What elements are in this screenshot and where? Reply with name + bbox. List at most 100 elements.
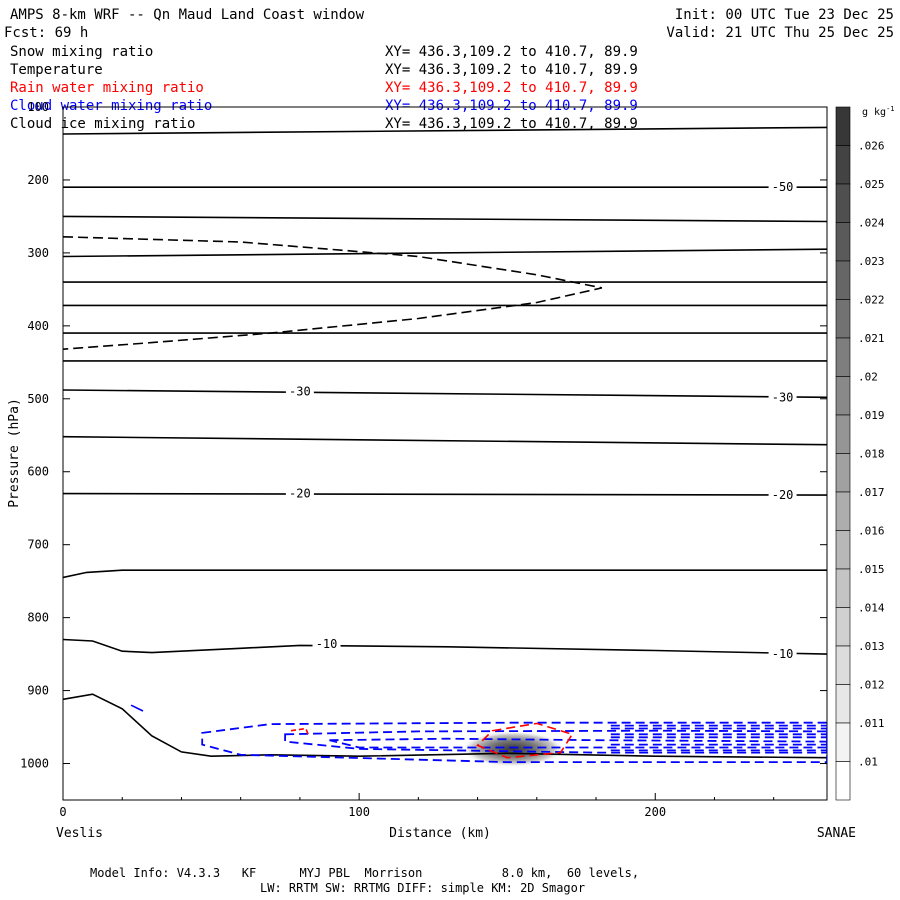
- colorbar: .026 .025 .024 .023 .022 .021 .02 .019 .018 .017.…: [835, 106, 885, 801]
- field-xy: XY= 436.3,109.2 to 410.7, 89.9: [385, 80, 638, 96]
- field-name: Snow mixing ratio: [10, 44, 153, 60]
- colorbar-level-label: .013: [858, 640, 885, 653]
- colorbar-segment: [835, 376, 851, 416]
- isotherm-label-bg: [768, 391, 797, 404]
- y-tick-label: 300: [27, 246, 49, 260]
- plot-frame: [62, 106, 828, 801]
- colorbar-level-label: .02: [858, 371, 878, 384]
- colorbar-level-label: .026: [858, 140, 885, 153]
- isotherm-line: [63, 435, 827, 446]
- colorbar-segment: [835, 722, 851, 762]
- isotherm-line: [63, 215, 827, 223]
- y-axis-label: Pressure (hPa): [7, 398, 22, 508]
- colorbar-level-label: .011: [858, 717, 885, 730]
- colorbar-segment: [835, 530, 851, 570]
- model-info-line1: Model Info: V4.3.3 KF MYJ PBL Morrison 8…: [90, 866, 639, 880]
- cloud-water-contour: [329, 737, 827, 749]
- isotherm-label: -10: [772, 647, 794, 661]
- y-tick-label: 800: [27, 611, 49, 625]
- field-name: Temperature: [10, 62, 103, 78]
- colorbar-level-label: .01: [858, 756, 878, 769]
- field-list: Snow mixing ratio XY= 436.3,109.2 to 410.…: [10, 44, 638, 132]
- colorbar-segment: [835, 453, 851, 493]
- field-xy: XY= 436.3,109.2 to 410.7, 89.9: [385, 44, 638, 60]
- isotherm-line: [63, 389, 827, 399]
- y-tick-label: 1000: [20, 757, 49, 771]
- field-xy: XY= 436.3,109.2 to 410.7, 89.9: [385, 62, 638, 78]
- colorbar-segment: [835, 222, 851, 262]
- colorbar-level-label: .015: [858, 563, 885, 576]
- colorbar-segment: [835, 414, 851, 454]
- colorbar-segment: [835, 337, 851, 377]
- isotherm-line: [63, 569, 827, 579]
- y-axis: 100 200 300 400 500 600 700 800 900 1000: [20, 100, 827, 771]
- isotherm-label-bg: [768, 181, 797, 194]
- mixing-ratio-contours: [63, 236, 827, 763]
- colorbar-segment: [835, 607, 851, 647]
- isotherm-label: -10: [316, 637, 338, 651]
- colorbar-level-label: .012: [858, 679, 885, 692]
- isotherm-line: [63, 693, 827, 759]
- isotherm-line: [63, 638, 827, 655]
- colorbar-segment: [835, 645, 851, 685]
- colorbar-segment: [835, 106, 851, 146]
- colorbar-segment: [835, 684, 851, 724]
- isotherm-label: -20: [772, 488, 794, 502]
- field-name: Rain water mixing ratio: [10, 80, 204, 96]
- isotherm-label-bg: [768, 489, 797, 502]
- y-tick-label: 100: [27, 100, 49, 114]
- y-tick-label: 400: [27, 319, 49, 333]
- field-name: Cloud water mixing ratio: [10, 98, 212, 114]
- isotherm-label-bg: [312, 637, 341, 650]
- isotherm-label-bg: [285, 385, 314, 398]
- colorbar-segment: [835, 761, 851, 801]
- field-xy: XY= 436.3,109.2 to 410.7, 89.9: [385, 98, 638, 114]
- colorbar-units: g kg-1: [862, 105, 895, 118]
- cloud-water-contour-small: [130, 704, 144, 712]
- isotherm-line: [63, 492, 827, 496]
- colorbar-segment: [835, 260, 851, 300]
- x-left-endpoint: Veslis: [56, 826, 103, 841]
- colorbar-segment: [835, 183, 851, 223]
- colorbar-level-label: .024: [858, 217, 885, 230]
- x-tick-label: 200: [644, 805, 666, 819]
- y-tick-label: 700: [27, 538, 49, 552]
- colorbar-segment: [835, 491, 851, 531]
- isotherm-label: -30: [772, 390, 794, 404]
- colorbar-level-label: .025: [858, 178, 885, 191]
- colorbar-segment: [835, 568, 851, 608]
- y-tick-label: 600: [27, 465, 49, 479]
- isotherm-line: [63, 248, 827, 258]
- rain-water-contour-small: [290, 727, 310, 737]
- colorbar-level-label: .022: [858, 294, 885, 307]
- isotherm-label: -50: [772, 180, 794, 194]
- isotherm-label-bg: [285, 487, 314, 500]
- x-tick-label: 100: [348, 805, 370, 819]
- rain-water-contour: [476, 722, 574, 759]
- colorbar-segment: [835, 145, 851, 185]
- colorbar-level-label: .018: [858, 448, 885, 461]
- colorbar-level-label: .017: [858, 486, 885, 499]
- chart-title: AMPS 8-km WRF -- Qn Maud Land Coast wind…: [10, 7, 365, 23]
- x-axis: 0 100 200: [59, 793, 775, 819]
- colorbar-level-label: .016: [858, 525, 885, 538]
- init-time: Init: 00 UTC Tue 23 Dec 25: [675, 7, 894, 23]
- colorbar-segment: [835, 299, 851, 339]
- cloud-water-contour: [284, 729, 827, 754]
- y-tick-label: 900: [27, 684, 49, 698]
- x-right-endpoint: SANAE: [817, 826, 856, 841]
- snow-contour: [63, 236, 603, 350]
- colorbar-level-label: .023: [858, 255, 885, 268]
- valid-time: Valid: 21 UTC Thu 25 Dec 25: [666, 25, 894, 41]
- colorbar-level-label: .014: [858, 602, 885, 615]
- temperature-isotherms: [63, 126, 827, 759]
- cloud-water-contour: [201, 721, 827, 763]
- colorbar-level-label: .021: [858, 332, 885, 345]
- x-axis-label: Distance (km): [389, 826, 491, 841]
- isotherm-label: -30: [289, 384, 311, 398]
- field-xy: XY= 436.3,109.2 to 410.7, 89.9: [385, 116, 638, 132]
- y-tick-label: 200: [27, 173, 49, 187]
- isotherm-label-bg: [768, 648, 797, 661]
- forecast-hour: Fcst: 69 h: [4, 25, 88, 41]
